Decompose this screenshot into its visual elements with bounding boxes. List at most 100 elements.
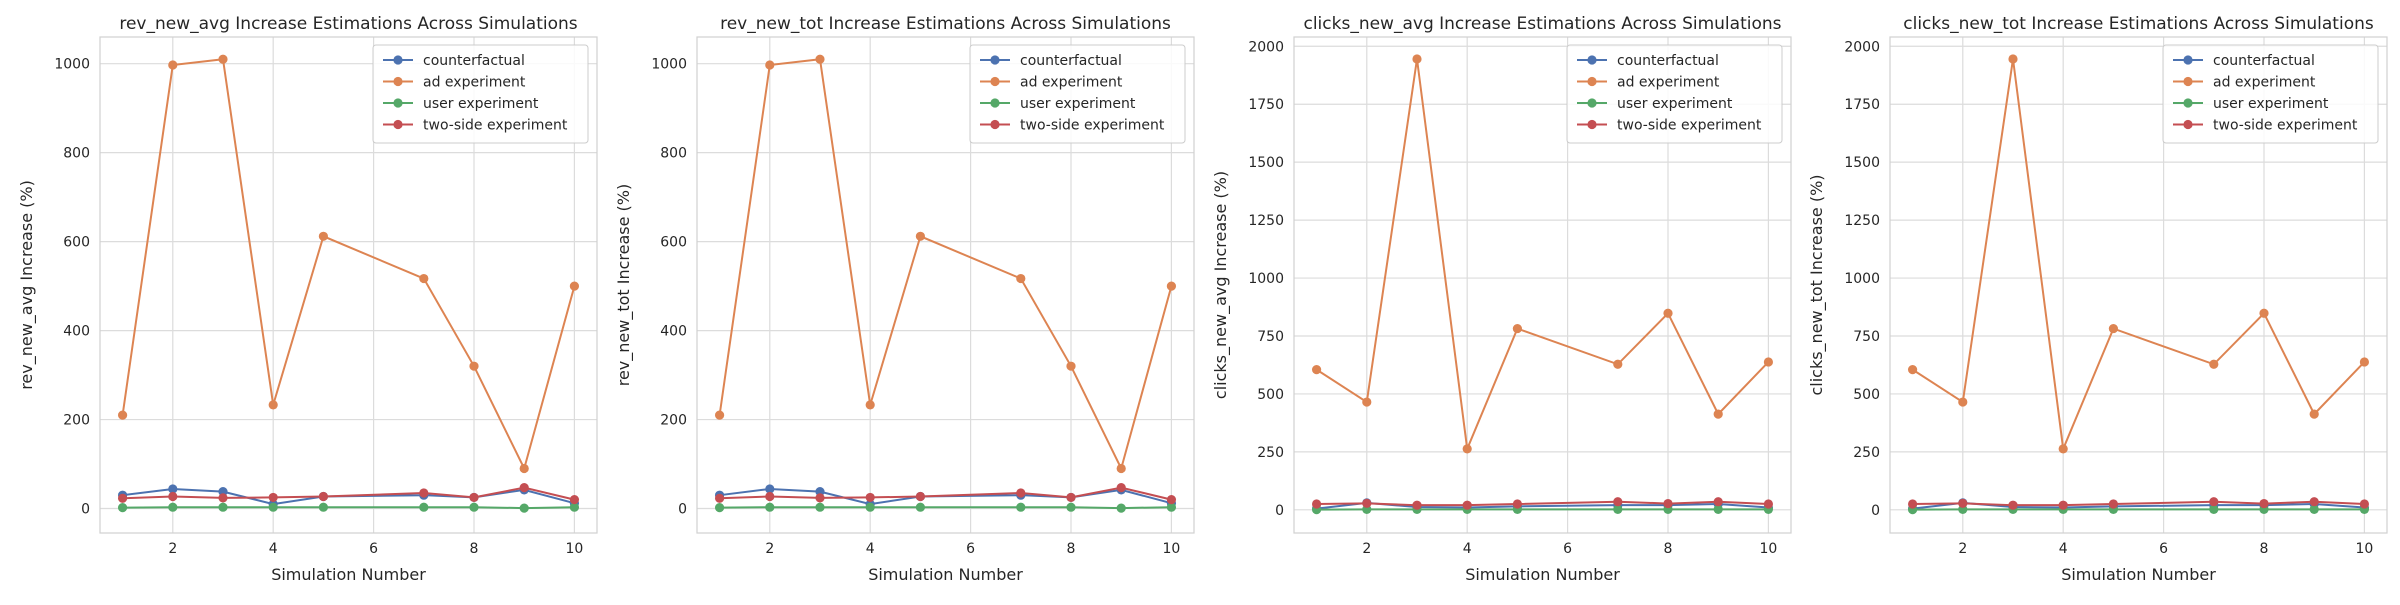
data-point-ad-experiment (2209, 360, 2218, 369)
data-point-ad-experiment (1908, 365, 1917, 374)
legend-label-ad-experiment: ad experiment (1020, 75, 1123, 91)
legend: counterfactual ad experiment user experime… (970, 45, 1185, 143)
data-point-user-experiment (866, 503, 875, 512)
data-point-two-side-experiment (1513, 499, 1522, 508)
data-point-ad-experiment (1663, 309, 1672, 318)
legend-marker-ad-experiment (990, 77, 999, 86)
y-tick-label: 1500 (1248, 155, 1284, 171)
data-point-ad-experiment (1117, 464, 1126, 473)
data-point-ad-experiment (715, 411, 724, 420)
data-point-two-side-experiment (1362, 499, 1371, 508)
data-point-two-side-experiment (1312, 499, 1321, 508)
y-tick-label: 200 (660, 413, 687, 429)
legend-marker-two-side-experiment (1587, 120, 1596, 129)
y-tick-label: 600 (660, 235, 687, 251)
data-point-ad-experiment (2310, 409, 2319, 418)
y-axis-label: clicks_new_avg Increase (%) (1211, 171, 1231, 399)
data-point-two-side-experiment (1066, 493, 1075, 502)
data-point-user-experiment (319, 503, 328, 512)
data-point-two-side-experiment (866, 493, 875, 502)
legend-marker-counterfactual (2183, 55, 2192, 64)
legend-label-ad-experiment: ad experiment (423, 75, 526, 91)
y-tick-label: 1000 (1844, 271, 1880, 287)
data-point-ad-experiment (1412, 54, 1421, 63)
y-tick-label: 500 (1257, 387, 1284, 403)
data-point-ad-experiment (570, 282, 579, 291)
legend-marker-ad-experiment (2183, 77, 2192, 86)
data-point-two-side-experiment (2360, 499, 2369, 508)
y-tick-label: 0 (81, 502, 90, 518)
data-point-ad-experiment (2360, 357, 2369, 366)
legend-marker-two-side-experiment (2183, 120, 2192, 129)
legend-marker-user-experiment (393, 98, 402, 107)
data-point-two-side-experiment (2310, 497, 2319, 506)
data-point-ad-experiment (319, 232, 328, 241)
data-point-ad-experiment (815, 55, 824, 64)
x-tick-label: 2 (765, 541, 774, 557)
data-point-ad-experiment (218, 55, 227, 64)
x-axis-label: Simulation Number (868, 565, 1023, 584)
legend-label-counterfactual: counterfactual (423, 53, 525, 69)
data-point-ad-experiment (1764, 357, 1773, 366)
y-tick-label: 1750 (1844, 97, 1880, 113)
data-point-two-side-experiment (218, 493, 227, 502)
y-tick-label: 1000 (1248, 271, 1284, 287)
data-point-two-side-experiment (2109, 499, 2118, 508)
data-point-ad-experiment (1362, 397, 1371, 406)
x-axis-label: Simulation Number (2061, 565, 2216, 584)
legend-marker-counterfactual (990, 55, 999, 64)
data-point-user-experiment (1016, 503, 1025, 512)
data-point-ad-experiment (866, 400, 875, 409)
legend-marker-two-side-experiment (393, 120, 402, 129)
data-point-two-side-experiment (1412, 501, 1421, 510)
y-tick-label: 200 (63, 413, 90, 429)
legend-marker-two-side-experiment (990, 120, 999, 129)
legend-label-user-experiment: user experiment (1617, 96, 1733, 112)
legend-marker-ad-experiment (1587, 77, 1596, 86)
chart-title: rev_new_tot Increase Estimations Across … (720, 14, 1171, 34)
x-tick-label: 8 (2260, 541, 2269, 557)
data-point-ad-experiment (1958, 397, 1967, 406)
x-axis-label: Simulation Number (1465, 565, 1620, 584)
data-point-ad-experiment (765, 60, 774, 69)
series-line-user-experiment (123, 507, 575, 508)
data-point-ad-experiment (1463, 444, 1472, 453)
x-tick-label: 8 (470, 541, 479, 557)
x-tick-label: 8 (1067, 541, 1076, 557)
data-point-two-side-experiment (1908, 499, 1917, 508)
legend-label-counterfactual: counterfactual (1020, 53, 1122, 69)
data-point-ad-experiment (2259, 309, 2268, 318)
y-tick-label: 1250 (1248, 213, 1284, 229)
y-tick-label: 2000 (1248, 39, 1284, 55)
data-point-two-side-experiment (765, 492, 774, 501)
data-point-ad-experiment (1016, 274, 1025, 283)
x-tick-label: 6 (1563, 541, 1572, 557)
y-tick-label: 500 (1853, 387, 1880, 403)
data-point-user-experiment (218, 503, 227, 512)
data-point-two-side-experiment (916, 492, 925, 501)
legend-label-user-experiment: user experiment (1020, 96, 1136, 112)
data-point-ad-experiment (1513, 324, 1522, 333)
data-point-two-side-experiment (168, 492, 177, 501)
legend-marker-counterfactual (1587, 55, 1596, 64)
y-tick-label: 400 (63, 324, 90, 340)
data-point-two-side-experiment (1613, 497, 1622, 506)
data-point-user-experiment (715, 503, 724, 512)
legend-marker-counterfactual (393, 55, 402, 64)
chart-title: clicks_new_tot Increase Estimations Acro… (1903, 14, 2374, 34)
data-point-ad-experiment (1167, 282, 1176, 291)
y-tick-label: 750 (1257, 329, 1284, 345)
y-tick-label: 2000 (1844, 39, 1880, 55)
data-point-two-side-experiment (570, 495, 579, 504)
y-tick-label: 1000 (651, 57, 687, 73)
chart-title: clicks_new_avg Increase Estimations Acro… (1303, 14, 1781, 34)
data-point-two-side-experiment (1958, 499, 1967, 508)
x-tick-label: 10 (565, 541, 583, 557)
data-point-two-side-experiment (2259, 499, 2268, 508)
data-point-two-side-experiment (469, 493, 478, 502)
y-axis-label: clicks_new_tot Increase (%) (1807, 174, 1827, 395)
x-tick-label: 4 (1463, 541, 1472, 557)
data-point-two-side-experiment (419, 488, 428, 497)
data-point-two-side-experiment (1117, 483, 1126, 492)
